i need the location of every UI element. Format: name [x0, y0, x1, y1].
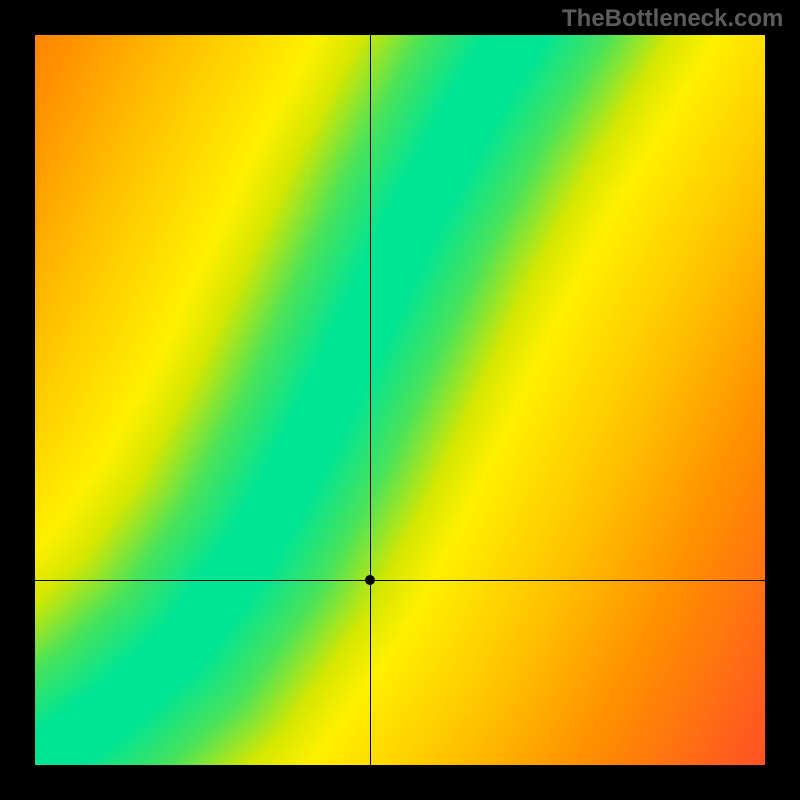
selection-marker — [365, 575, 375, 585]
chart-container: { "type": "heatmap", "canvas": { "width"… — [0, 0, 800, 800]
crosshair-vertical — [370, 35, 371, 765]
watermark-text: TheBottleneck.com — [562, 5, 783, 33]
bottleneck-heatmap — [35, 35, 765, 765]
crosshair-horizontal — [35, 580, 765, 581]
